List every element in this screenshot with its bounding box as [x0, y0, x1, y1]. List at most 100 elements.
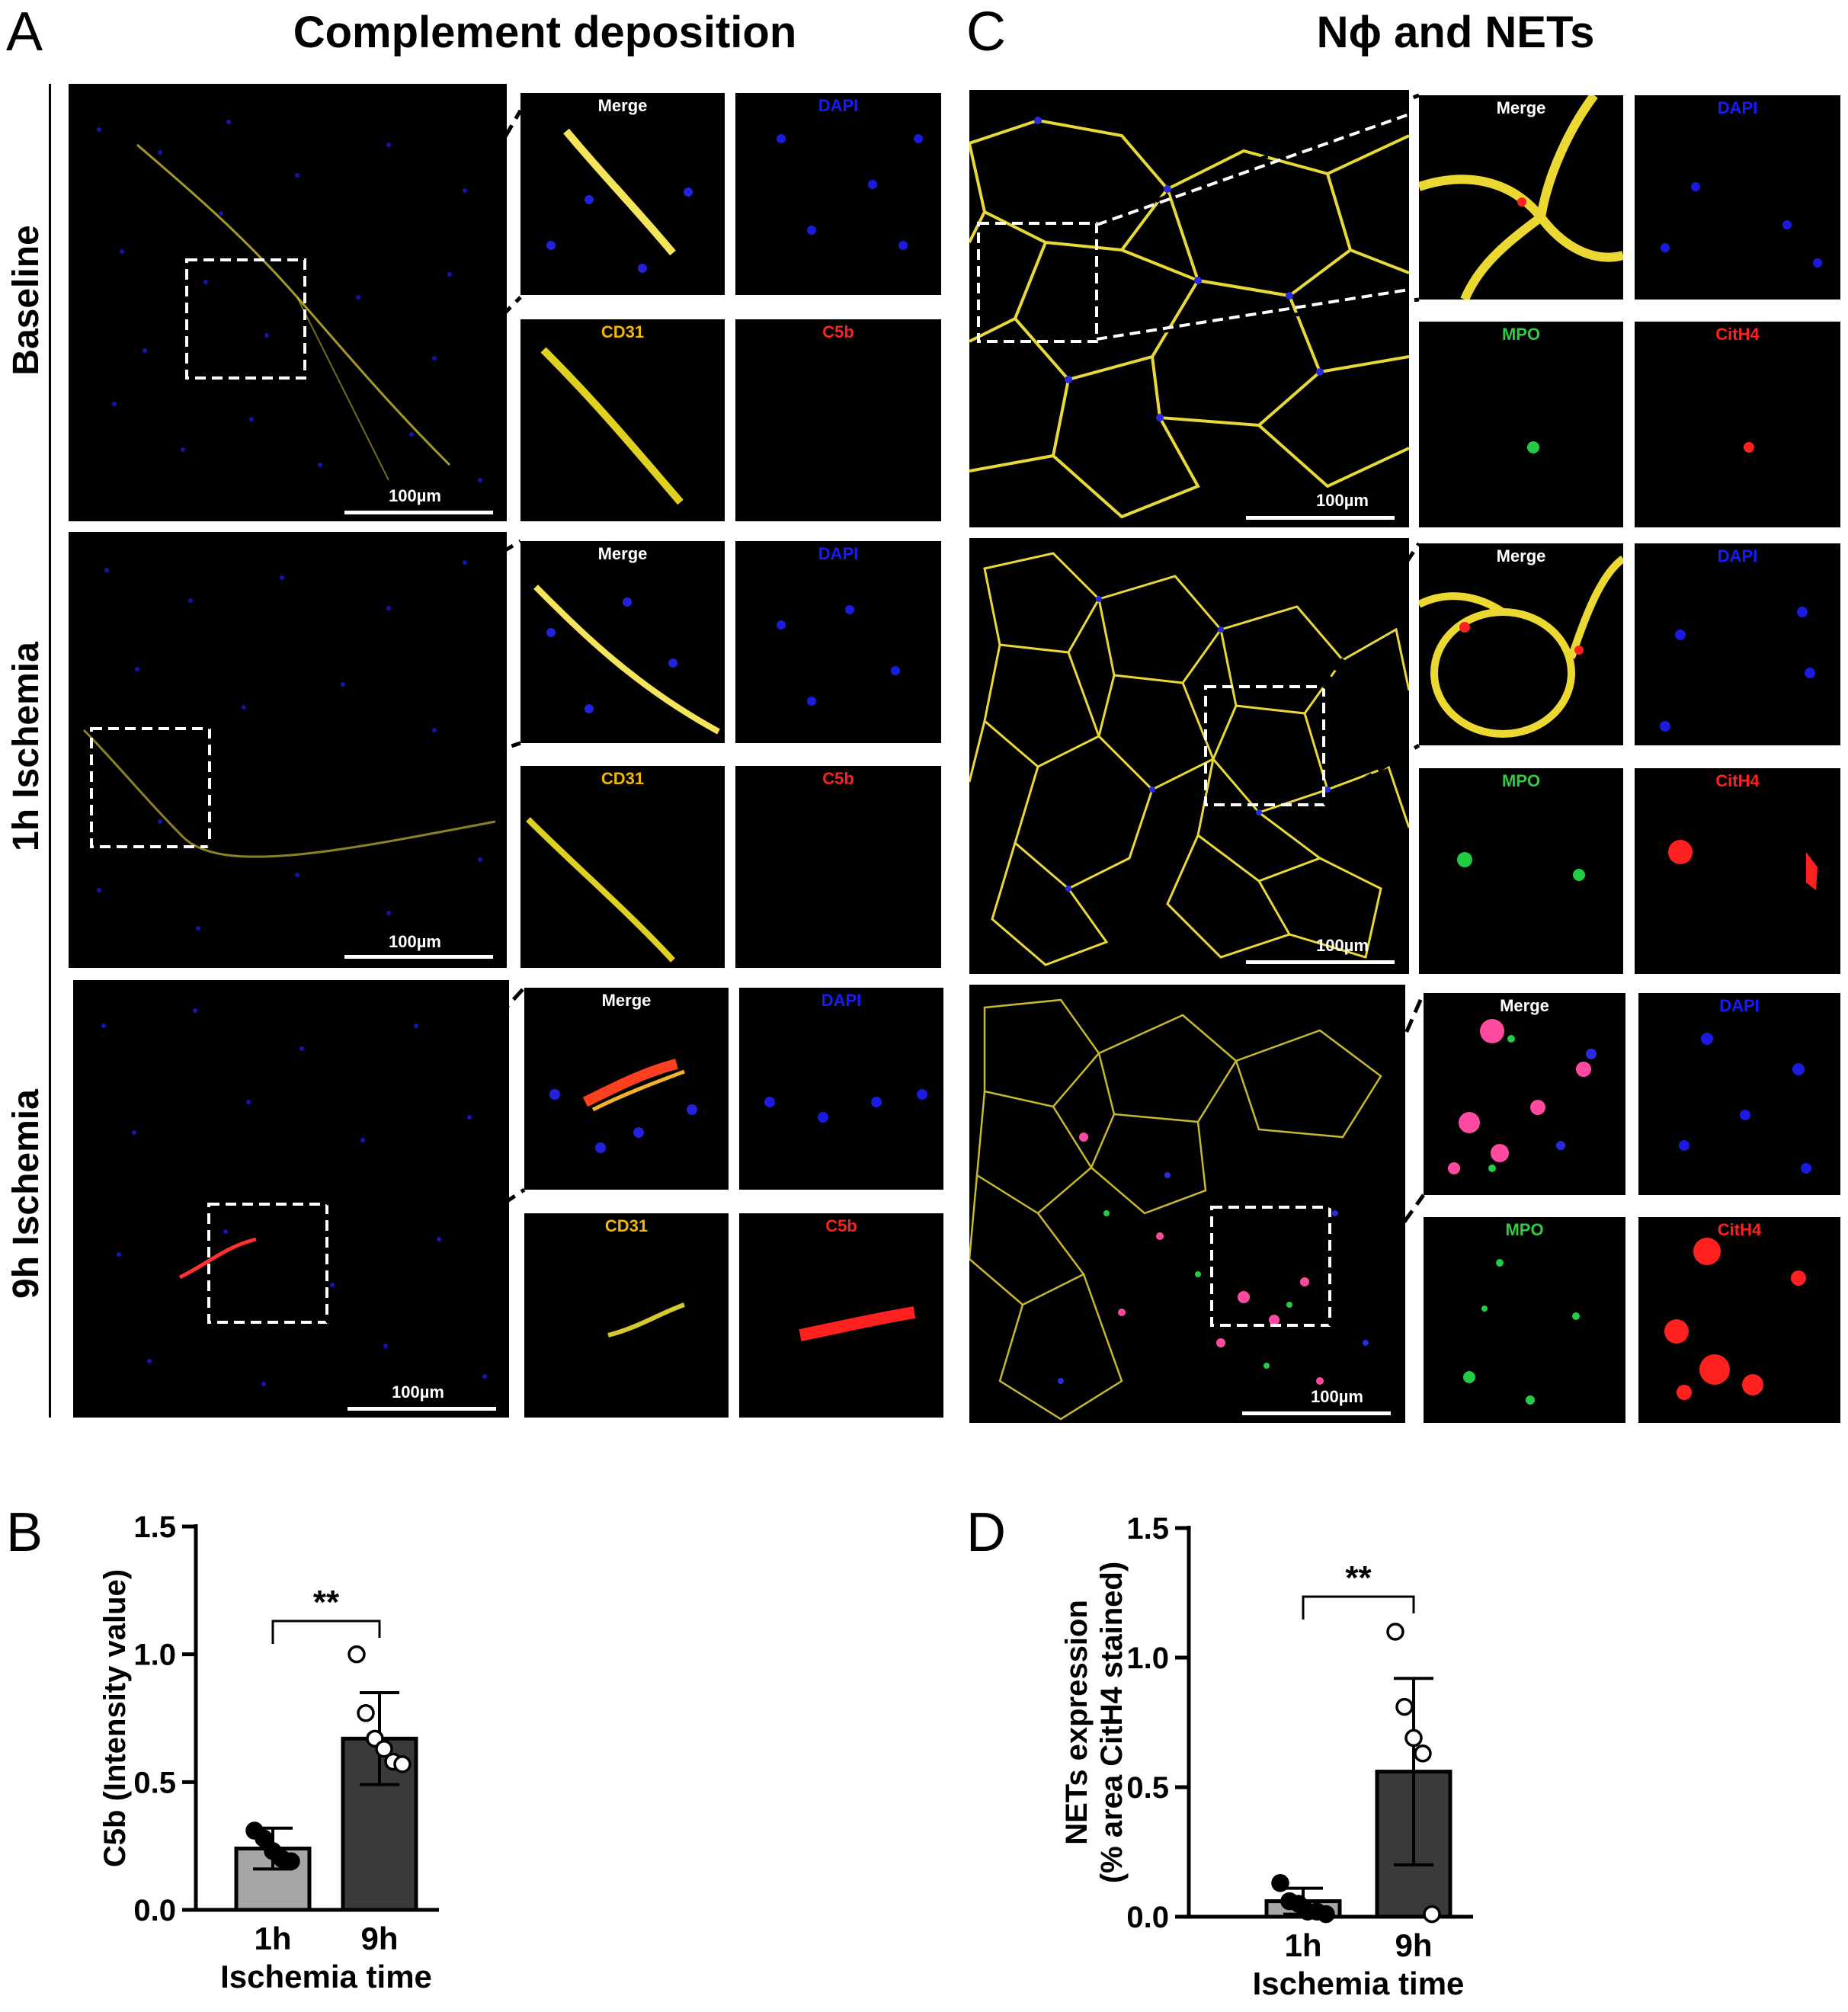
inset-a3-c5b: C5b	[739, 1213, 943, 1418]
data-point	[1404, 1728, 1423, 1748]
channel-label-dapi: DAPI	[818, 96, 859, 115]
scale-bar-label: 100µm	[392, 1382, 444, 1402]
x-axis-label: Ischemia time	[220, 1959, 432, 1994]
panel-c-heading: Nϕ and NETs	[1316, 8, 1595, 57]
channel-label-c5b: C5b	[822, 322, 854, 341]
inset-a2-c5b: C5b	[735, 766, 941, 968]
x-tick-label: 1h	[1284, 1927, 1321, 1963]
inset-c1-mpo: MPO	[1419, 322, 1623, 527]
data-point	[1386, 1623, 1404, 1641]
panel-d-letter: D	[966, 1502, 1006, 1563]
channel-label-mpo: MPO	[1505, 1220, 1544, 1239]
channel-label-cith4: CitH4	[1717, 1220, 1762, 1239]
significance-label: **	[1345, 1559, 1372, 1597]
scale-bar-label: 100µm	[389, 486, 441, 505]
y-tick-label: 1.5	[1126, 1512, 1169, 1546]
channel-label-cith4: CitH4	[1715, 771, 1760, 790]
inset-a1-cd31: CD31	[520, 319, 725, 521]
inset-c3-cith4: CitH4	[1638, 1217, 1840, 1423]
y-axis-label: C5b (Intensity value)	[98, 1569, 132, 1867]
inset-c3-merge: Merge	[1424, 993, 1625, 1195]
significance-bracket	[1302, 1595, 1415, 1620]
significance-label: **	[313, 1584, 340, 1621]
channel-label-cd31: CD31	[604, 1216, 649, 1235]
data-point	[1317, 1905, 1335, 1924]
micrograph-c-1h: 100µm	[969, 538, 1409, 974]
y-tick-label: 0.0	[133, 1894, 176, 1927]
data-point	[1423, 1905, 1441, 1924]
chart-d: 0.0 0.5 1.0 1.5 1h 9h ** Ischemia time NETs expr…	[1059, 1505, 1486, 2012]
data-point	[348, 1645, 366, 1664]
micrograph-a-1h: 100µm	[69, 532, 507, 968]
inset-c1-dapi: DAPI	[1635, 95, 1840, 300]
channel-label-mpo: MPO	[1501, 771, 1541, 790]
y-axis-label-group: NETs expression (% area CitH4 stained)	[1060, 1562, 1129, 1883]
y-tick-label: 1.5	[133, 1511, 176, 1544]
inset-c2-merge: Merge	[1419, 543, 1623, 745]
inset-a3-merge: Merge	[524, 988, 729, 1190]
channel-label-c5b: C5b	[825, 1216, 857, 1235]
inset-c2-cith4: CitH4	[1635, 768, 1840, 974]
y-axis-label-group: C5b (Intensity value)	[98, 1569, 132, 1867]
data-point	[1414, 1744, 1432, 1763]
channel-label-dapi: DAPI	[821, 991, 862, 1010]
inset-c1-cith4: CitH4	[1635, 322, 1840, 527]
scale-bar-label: 100µm	[1316, 936, 1369, 955]
inset-a3-cd31: CD31	[524, 1213, 729, 1418]
data-point	[357, 1704, 375, 1722]
panel-a-letter: A	[6, 2, 43, 62]
channel-label-dapi: DAPI	[1717, 98, 1758, 117]
x-tick-label: 9h	[1395, 1927, 1432, 1963]
channel-label-c5b: C5b	[822, 769, 854, 788]
inset-c1-merge: Merge	[1419, 95, 1623, 300]
y-tick-label: 0.0	[1126, 1901, 1169, 1934]
data-point	[1271, 1874, 1289, 1892]
inset-c3-mpo: MPO	[1424, 1217, 1625, 1423]
channel-label-mpo: MPO	[1501, 325, 1541, 344]
y-tick-label: 1.0	[1126, 1642, 1169, 1675]
panel-a-heading: Complement deposition	[293, 8, 797, 57]
data-point	[393, 1755, 412, 1773]
y-axis-label: NETs expression	[1060, 1600, 1094, 1845]
y-tick-label: 0.5	[133, 1766, 176, 1799]
data-point	[375, 1739, 393, 1758]
channel-label-dapi: DAPI	[1719, 996, 1760, 1015]
scale-bar-label: 100µm	[1316, 491, 1369, 510]
inset-c2-mpo: MPO	[1419, 768, 1623, 974]
channel-label-dapi: DAPI	[818, 544, 859, 563]
channel-label-cith4: CitH4	[1715, 325, 1760, 344]
inset-a2-dapi: DAPI	[735, 541, 941, 743]
channel-label-merge: Merge	[1496, 546, 1546, 565]
data-point	[1395, 1697, 1414, 1716]
inset-a1-merge: Merge	[520, 93, 725, 295]
channel-label-merge: Merge	[597, 96, 648, 115]
zoom-connectors-a	[207, 109, 526, 1325]
channel-label-cd31: CD31	[601, 322, 645, 341]
micrograph-a-baseline: 100µm	[69, 84, 507, 521]
panel-c-letter: C	[966, 2, 1006, 62]
inset-a1-c5b: C5b	[735, 319, 941, 521]
scale-bar-label: 100µm	[389, 932, 441, 951]
channel-label-merge: Merge	[1500, 996, 1549, 1015]
channel-label-dapi: DAPI	[1717, 546, 1758, 565]
chart-b: 0.0 0.5 1.0 1.5 1h 9h ** Ischemia time C5b (Inte…	[84, 1505, 480, 2008]
inset-a1-dapi: DAPI	[735, 93, 941, 295]
data-point	[255, 1829, 273, 1847]
y-tick-label: 1.0	[133, 1639, 176, 1672]
y-tick-label: 0.5	[1126, 1771, 1169, 1805]
inset-c3-dapi: DAPI	[1638, 993, 1840, 1195]
y-axis-label: (% area CitH4 stained)	[1095, 1562, 1129, 1883]
inset-c2-dapi: DAPI	[1635, 543, 1840, 745]
data-point	[282, 1852, 300, 1871]
channel-label-merge: Merge	[1496, 98, 1546, 117]
inset-a2-merge: Merge	[520, 541, 725, 743]
x-axis-label: Ischemia time	[1253, 1966, 1465, 2001]
x-tick-label: 1h	[254, 1921, 291, 1956]
channel-label-merge: Merge	[597, 544, 648, 563]
inset-a3-dapi: DAPI	[739, 988, 943, 1190]
micrograph-c-9h: 100µm	[969, 985, 1405, 1423]
channel-label-merge: Merge	[601, 991, 652, 1010]
zoom-connectors-c	[1096, 93, 1426, 1328]
micrograph-a-9h: 100µm	[73, 980, 509, 1418]
row-divider	[49, 84, 51, 1418]
